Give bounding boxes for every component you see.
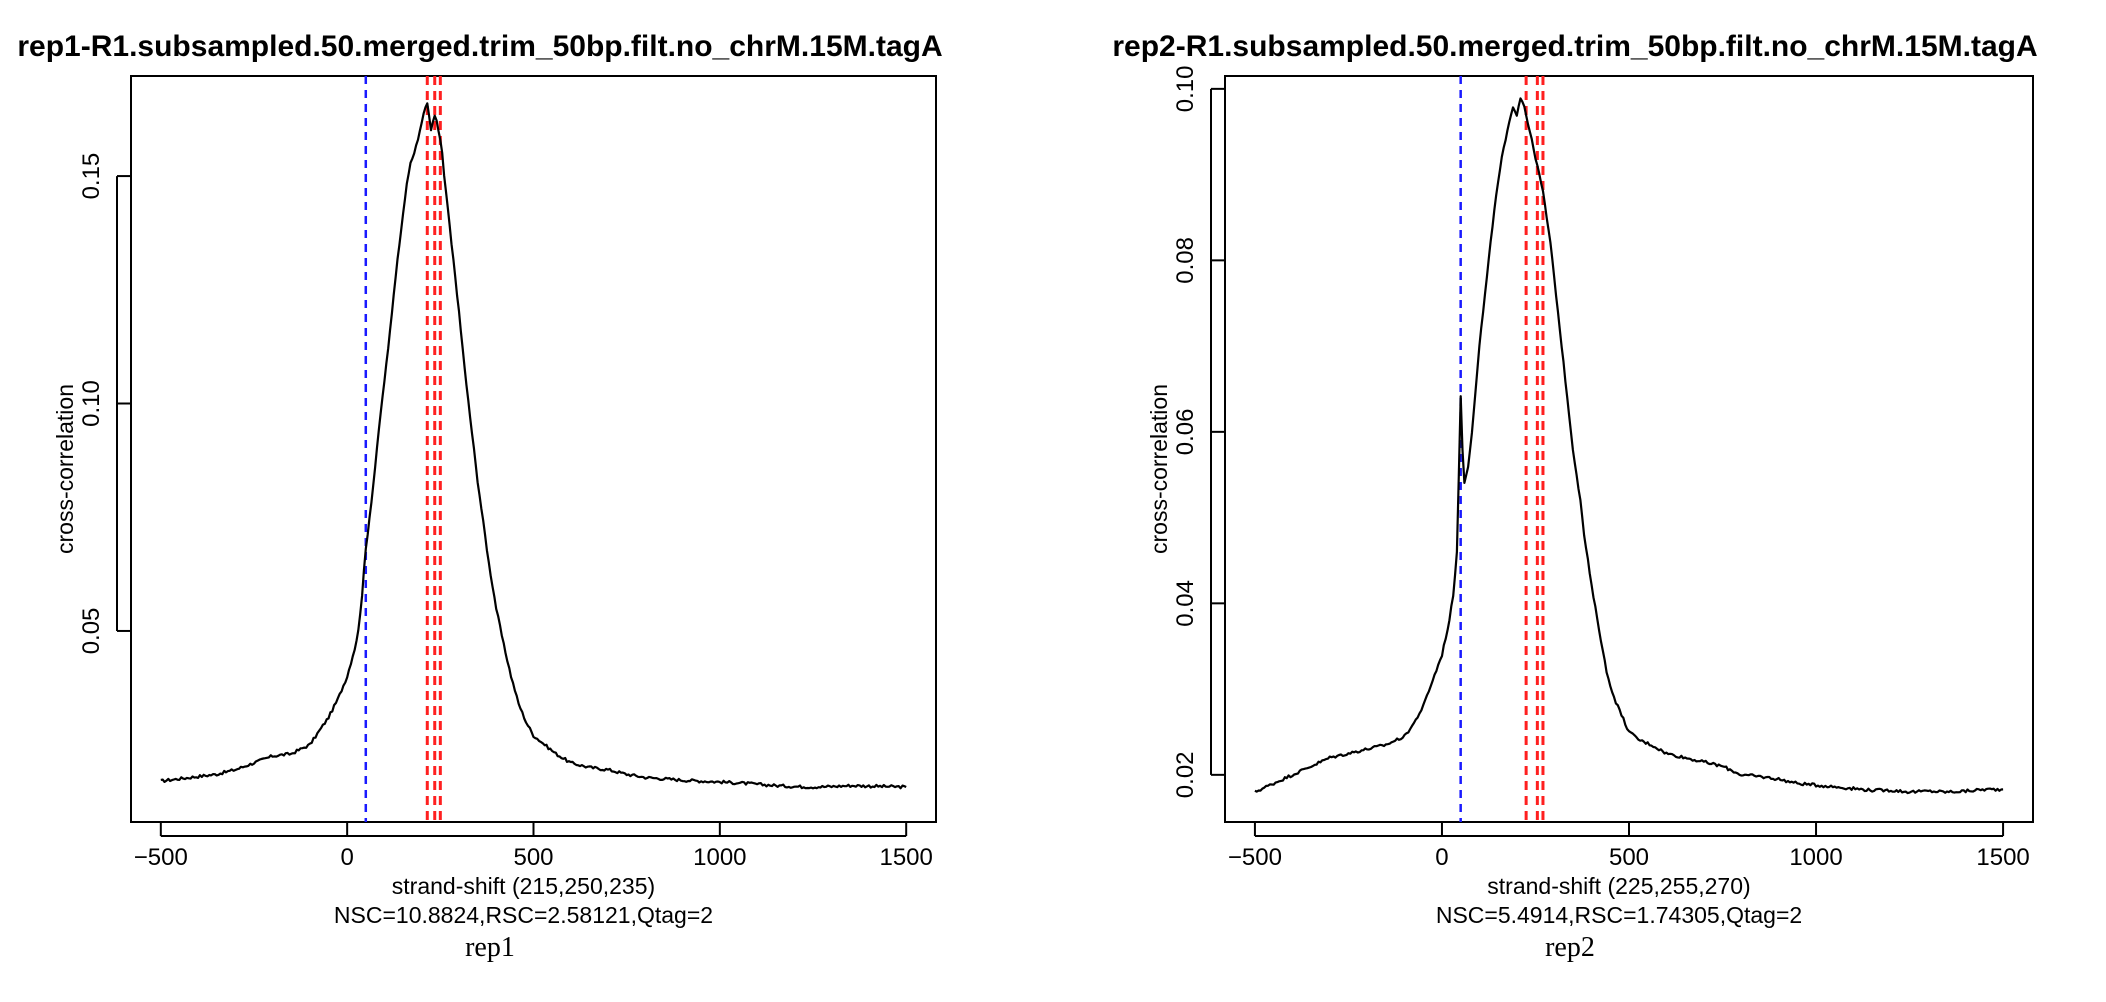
- cross-correlation-line: [160, 102, 907, 790]
- x-axis-label: strand-shift (225,255,270): [1487, 873, 1750, 899]
- chart-title: rep1-R1.subsampled.50.merged.trim_50bp.f…: [17, 30, 942, 63]
- y-tick-label: 0.02: [1172, 751, 1199, 798]
- chart-rep1: rep1-R1.subsampled.50.merged.trim_50bp.f…: [17, 30, 942, 928]
- x-tick-label: 0: [340, 844, 353, 871]
- x-tick-label: 500: [513, 844, 553, 871]
- y-axis-label: cross-correlation: [1146, 384, 1172, 554]
- chart-title: rep2-R1.subsampled.50.merged.trim_50bp.f…: [1112, 30, 2037, 63]
- plot-frame: [130, 75, 937, 823]
- x-tick-label: 500: [1609, 844, 1649, 871]
- y-axis-label: cross-correlation: [52, 384, 78, 554]
- x-tick-label: −500: [1228, 844, 1282, 871]
- x-tick-label: 1000: [693, 844, 746, 871]
- y-tick-label: 0.04: [1172, 580, 1199, 627]
- nsc-rsc-label: NSC=5.4914,RSC=1.74305,Qtag=2: [1436, 902, 1802, 928]
- x-tick-label: 1000: [1789, 844, 1842, 871]
- y-tick-label: 0.06: [1172, 408, 1199, 455]
- y-tick-label: 0.10: [78, 380, 105, 427]
- y-tick-label: 0.15: [78, 153, 105, 200]
- plot-frame: [1224, 75, 2034, 823]
- caption-rep1: rep1: [465, 932, 515, 963]
- panel-rep2: rep2-R1.subsampled.50.merged.trim_50bp.f…: [1070, 0, 2106, 1002]
- x-tick-label: −500: [134, 844, 188, 871]
- x-tick-label: 1500: [879, 844, 932, 871]
- y-tick-label: 0.08: [1172, 237, 1199, 284]
- cross-correlation-line: [1254, 97, 2004, 795]
- y-tick-label: 0.10: [1172, 66, 1199, 113]
- x-tick-label: 0: [1435, 844, 1448, 871]
- chart-rep2: rep2-R1.subsampled.50.merged.trim_50bp.f…: [1112, 30, 2037, 928]
- x-axis-label: strand-shift (215,250,235): [392, 873, 655, 899]
- nsc-rsc-label: NSC=10.8824,RSC=2.58121,Qtag=2: [334, 902, 713, 928]
- panel-rep1: rep1-R1.subsampled.50.merged.trim_50bp.f…: [17, 30, 942, 928]
- x-tick-label: 1500: [1976, 844, 2029, 871]
- y-tick-label: 0.05: [78, 608, 105, 655]
- caption-rep2: rep2: [1545, 932, 1595, 963]
